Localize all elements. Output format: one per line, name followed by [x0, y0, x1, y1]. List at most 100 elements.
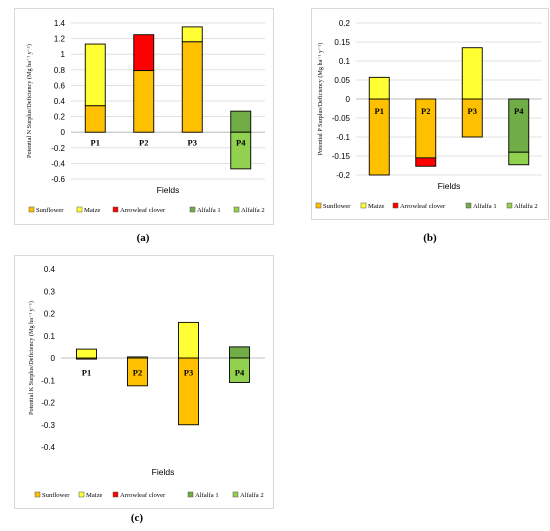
- chart-a-bar-p4-alfalfa-1: [230, 110, 252, 133]
- chart-b-bar-p4-alfalfa-2: [508, 151, 530, 166]
- chart-b-legend-label: Maize: [368, 203, 385, 210]
- chart-c-bar-p3-maize: [178, 321, 199, 359]
- chart-a-ytick-label: -0.6: [51, 175, 65, 184]
- chart-c-legend-label: Maize: [86, 492, 103, 499]
- chart-c-bar-p4-alfalfa-2: [229, 357, 250, 383]
- chart-b-ytick-label: 0.15: [334, 38, 350, 47]
- chart-c-bar-p4-alfalfa-1: [229, 346, 250, 359]
- chart-a-legend-swatch: [76, 206, 83, 213]
- chart-c-bar-p1-maize: [76, 348, 97, 359]
- chart-c-legend-swatch: [112, 491, 119, 498]
- chart-c-ytick-label: 0.4: [44, 265, 56, 274]
- chart-c-category-label: P2: [133, 367, 142, 377]
- chart-c-ytick-label: -0.3: [41, 421, 55, 430]
- chart-a-legend-swatch: [28, 206, 35, 213]
- chart-a-ytick-label: 1.4: [54, 19, 66, 28]
- chart-b-ytick-label: 0: [346, 95, 351, 104]
- chart-c-svg: -0.4 -0.3 -0.2 -0.1 0 0.1 0.2 0.3 0.4 Potential K…: [28, 265, 265, 499]
- chart-panel-c: -0.4 -0.3 -0.2 -0.1 0 0.1 0.2 0.3 0.4 Potential K…: [14, 255, 274, 509]
- caption-b: (b): [423, 232, 437, 244]
- chart-a-ytick-label: 0.4: [54, 97, 66, 106]
- chart-b-category-label: P4: [514, 106, 524, 116]
- chart-c-legend-swatch: [232, 491, 239, 498]
- chart-a-legend-label: Alfalfa 2: [241, 207, 265, 214]
- chart-a-category-label: P4: [236, 137, 246, 147]
- chart-a-bar-p2-sunflower: [133, 70, 155, 133]
- chart-b-legend-label: Alfalfa 2: [514, 203, 538, 210]
- chart-a-ytick-label: -0.4: [51, 159, 65, 168]
- chart-c-xlabel: Fields: [152, 467, 175, 477]
- chart-b-ytick-label: -0.2: [336, 171, 350, 180]
- chart-b-legend-swatch: [392, 202, 399, 209]
- chart-a-legend-swatch: [112, 206, 119, 213]
- chart-c-category-label: P3: [184, 367, 193, 377]
- chart-a-category-label: P1: [91, 137, 100, 147]
- chart-b-legend-label: Sunflower: [323, 203, 351, 210]
- chart-b-legend-swatch: [360, 202, 367, 209]
- chart-c-ylabel: Potential K Surplus/Deficiency (Mg ha⁻¹ …: [28, 301, 35, 415]
- chart-a-legend-label: Sunflower: [36, 207, 64, 214]
- chart-a-category-label: P2: [139, 137, 148, 147]
- chart-c-category-label: P4: [235, 367, 245, 377]
- chart-c-bar-p2-maize: [127, 356, 148, 359]
- caption-a: (a): [136, 232, 150, 244]
- chart-c-ytick-label: 0.3: [44, 287, 56, 296]
- chart-a-bar-p1-sunflower: [84, 105, 106, 133]
- chart-b-ytick-label: -0.05: [332, 114, 351, 123]
- chart-b-category-label: P1: [375, 106, 384, 116]
- chart-a-ytick-label: 0.2: [54, 113, 66, 122]
- chart-a-bar-p4-alfalfa-2: [230, 131, 252, 170]
- chart-a-svg: -0.6 -0.4 -0.2 0 0.2 0.4 0.6 0.8 1 1.2 1.4 Potentia…: [26, 19, 265, 214]
- chart-b-legend-label: Arrowleaf clover: [400, 203, 446, 210]
- chart-a-legend-swatch: [189, 206, 196, 213]
- chart-c-legend-swatch: [34, 491, 41, 498]
- chart-c-ytick-label: -0.4: [41, 443, 55, 452]
- chart-c-legend-label: Alfalfa 1: [195, 492, 219, 499]
- chart-a-legend-label: Arrowleaf clover: [120, 207, 166, 214]
- chart-a-bar-p2-arrowleaf-clover: [133, 34, 155, 72]
- chart-c-legend-label: Sunflower: [42, 492, 70, 499]
- chart-b-legend-swatch: [465, 202, 472, 209]
- chart-a-bar-p3-maize: [181, 26, 203, 43]
- chart-a-legend-label: Maize: [84, 207, 101, 214]
- chart-b-ytick-label: 0.2: [339, 19, 351, 28]
- chart-b-ytick-label: -0.15: [332, 152, 351, 161]
- chart-c-category-label: P1: [82, 367, 91, 377]
- chart-b-bar-p1-maize: [368, 76, 390, 100]
- chart-c-ytick-label: -0.2: [41, 399, 55, 408]
- chart-a-legend-swatch: [233, 206, 240, 213]
- chart-b-legend-swatch: [506, 202, 513, 209]
- chart-c-ytick-label: -0.1: [41, 376, 55, 385]
- chart-a-ylabel: Potential N Surplus/Deficiency (Mg ha⁻¹ …: [26, 44, 33, 158]
- chart-b-category-label: P3: [468, 106, 477, 116]
- chart-panel-a: -0.6 -0.4 -0.2 0 0.2 0.4 0.6 0.8 1 1.2 1.4 Potentia…: [14, 8, 274, 225]
- chart-b-ytick-label: 0.05: [334, 76, 350, 85]
- chart-a-xlabel: Fields: [157, 185, 180, 195]
- chart-b-ytick-label: 0.1: [339, 57, 351, 66]
- caption-c: (c): [130, 512, 144, 524]
- chart-a-category-label: P3: [188, 137, 197, 147]
- chart-b-ylabel: Potential P Surplus/Deficiency (Mg ha⁻¹ …: [317, 43, 324, 156]
- chart-c-ytick-label: 0: [51, 354, 56, 363]
- chart-a-bar-p3-sunflower: [181, 41, 203, 133]
- chart-a-bar-p1-maize: [84, 43, 106, 107]
- chart-b-xlabel: Fields: [438, 181, 461, 191]
- chart-c-legend-label: Arrowleaf clover: [120, 492, 166, 499]
- chart-a-ytick-label: 0.6: [54, 81, 66, 90]
- chart-b-legend-label: Alfalfa 1: [473, 203, 497, 210]
- chart-c-ytick-label: 0.2: [44, 310, 56, 319]
- chart-b-bar-p2-arrowleaf-clover: [415, 157, 437, 167]
- chart-panel-b: -0.2 -0.15 -0.1 -0.05 0 0.05 0.1 0.15 0.2 Potenti…: [311, 8, 549, 220]
- chart-b-bar-p3-sunflower: [461, 98, 483, 138]
- chart-a-ytick-label: -0.2: [51, 144, 65, 153]
- chart-b-ytick-label: -0.1: [336, 133, 350, 142]
- chart-c-legend-label: Alfalfa 2: [240, 492, 264, 499]
- chart-b-bar-p3-maize: [461, 47, 483, 100]
- chart-a-ytick-label: 1.2: [54, 35, 66, 44]
- chart-a-ytick-label: 0.8: [54, 66, 66, 75]
- chart-a-ytick-label: 0: [61, 128, 66, 137]
- chart-a-legend-label: Alfalfa 1: [197, 207, 221, 214]
- chart-c-legend-swatch: [78, 491, 85, 498]
- chart-b-legend-swatch: [315, 202, 322, 209]
- chart-b-category-label: P2: [421, 106, 430, 116]
